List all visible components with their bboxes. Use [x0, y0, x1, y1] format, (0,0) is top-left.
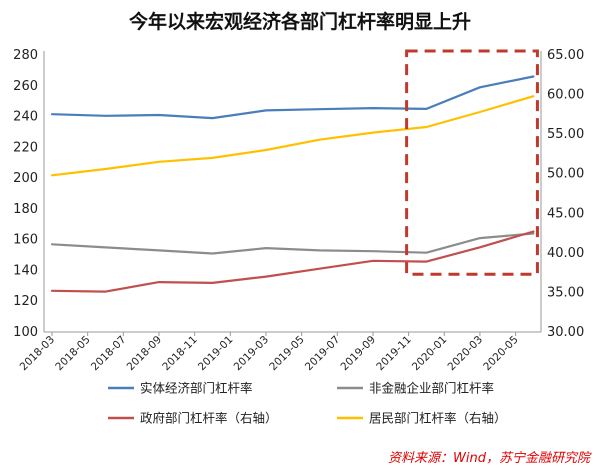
left-tick-label: 200 — [13, 171, 38, 186]
right-tick-label: 40.00 — [547, 246, 584, 261]
right-axis-ticks: 30.00 35.00 40.00 45.00 50.00 55.00 60.00 65.00 — [547, 48, 584, 340]
x-tick-label: 2019-01 — [196, 334, 236, 374]
series-line — [50, 95, 535, 177]
left-tick-label: 220 — [13, 140, 38, 155]
left-tick-label: 180 — [13, 202, 38, 217]
legend-label: 非金融企业部门杠杆率 — [369, 381, 494, 396]
axes — [43, 51, 542, 333]
left-tick-label: 260 — [13, 79, 38, 94]
x-tick-label: 2018-11 — [160, 334, 200, 374]
left-tick-label: 160 — [13, 233, 38, 248]
series-lines — [50, 75, 535, 293]
legend-label: 实体经济部门杠杆率 — [140, 381, 253, 396]
series-line — [50, 232, 535, 255]
x-tick-label: 2019-11 — [374, 334, 414, 374]
x-tick-label: 2020-03 — [446, 334, 486, 374]
x-tick-label: 2019-03 — [232, 334, 272, 374]
x-tick-label: 2019-07 — [303, 334, 343, 374]
right-tick-label: 50.00 — [547, 167, 584, 182]
chart-title: 今年以来宏观经济各部门杠杆率明显上升 — [128, 10, 471, 33]
x-tick-label: 2020-05 — [481, 334, 521, 374]
x-tick-label: 2019-09 — [339, 334, 379, 374]
left-axis-ticks: 100 120 140 160 180 200 220 240 260 280 — [13, 48, 38, 340]
left-tick-label: 140 — [13, 263, 38, 278]
right-tick-label: 65.00 — [547, 48, 584, 63]
legend-label: 政府部门杠杆率（右轴） — [140, 411, 278, 426]
series-line — [50, 75, 535, 120]
left-tick-label: 120 — [13, 294, 38, 309]
right-tick-label: 60.00 — [547, 88, 584, 103]
x-tick-label: 2018-09 — [125, 334, 165, 374]
series-line — [50, 230, 535, 293]
x-tick-label: 2018-05 — [53, 334, 93, 374]
right-tick-label: 30.00 — [547, 325, 584, 340]
left-tick-label: 280 — [13, 48, 38, 63]
x-axis-ticks: 2018-032018-052018-072018-092018-112019-… — [18, 332, 521, 373]
x-tick-label: 2020-01 — [410, 334, 450, 374]
left-tick-label: 240 — [13, 110, 38, 125]
legend-label: 居民部门杠杆率（右轴） — [369, 411, 507, 426]
right-tick-label: 55.00 — [547, 127, 584, 142]
right-tick-label: 35.00 — [547, 285, 584, 300]
right-tick-label: 45.00 — [547, 206, 584, 221]
left-tick-label: 100 — [13, 325, 38, 340]
highlight-box — [405, 49, 539, 276]
x-tick-label: 2018-07 — [89, 334, 129, 374]
source-note: 资料来源：Wind，苏宁金融研究院 — [388, 450, 592, 466]
x-tick-label: 2019-05 — [267, 334, 307, 374]
